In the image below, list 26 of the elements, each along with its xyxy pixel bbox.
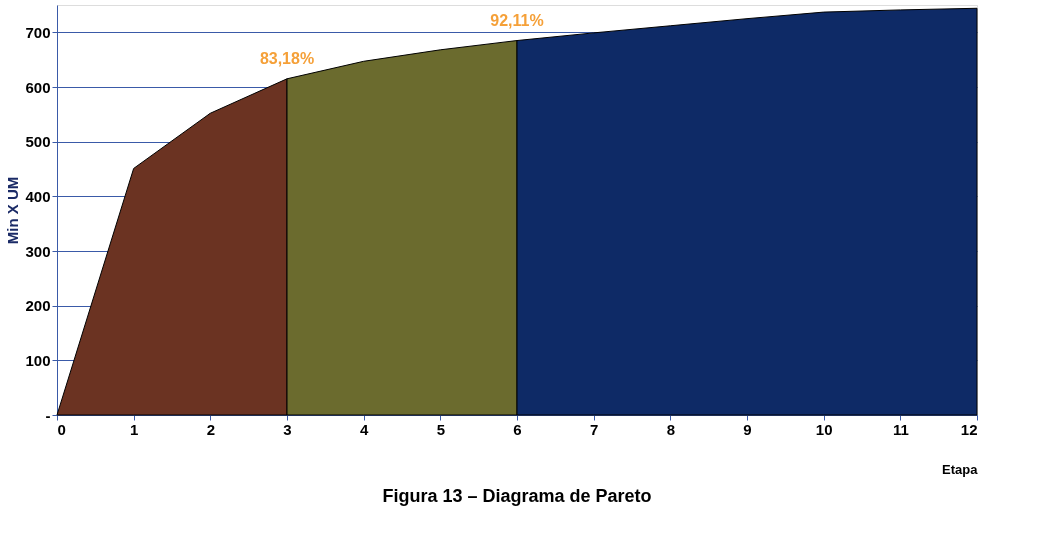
x-tick-label: 6 (513, 420, 522, 438)
y-tick-label: - (45, 406, 51, 424)
y-tick-label: 700 (25, 23, 51, 41)
x-tick-label: 8 (666, 420, 676, 438)
x-tick-label: 12 (960, 420, 978, 438)
x-tick-label: 10 (815, 420, 833, 438)
x-tick-label: 9 (743, 420, 752, 438)
x-tick-label: 7 (589, 420, 599, 438)
x-tick-label: 11 (892, 420, 909, 438)
y-tick-label: 200 (25, 297, 51, 315)
x-tick-label: 2 (206, 420, 216, 438)
x-tick-label: 1 (129, 420, 139, 438)
y-axis-title: Min X UM (4, 176, 22, 245)
y-tick-label: 100 (25, 351, 51, 369)
y-tick-label: 300 (25, 242, 51, 260)
y-tick-label: 600 (25, 78, 51, 96)
text: Figura 13 – Diagrama de Pareto (382, 486, 652, 506)
x-axis-title: Etapa (942, 461, 979, 477)
x-tick-label: 5 (436, 420, 446, 438)
x-tick-label: 0 (57, 420, 66, 438)
annotation: 92,11% (490, 11, 544, 29)
x-tick-label: 4 (359, 420, 369, 438)
x-tick-label: 3 (283, 420, 292, 438)
annotation: 83,18% (259, 49, 315, 67)
y-tick-label: 500 (25, 133, 51, 151)
y-tick-label: 400 (25, 187, 51, 205)
